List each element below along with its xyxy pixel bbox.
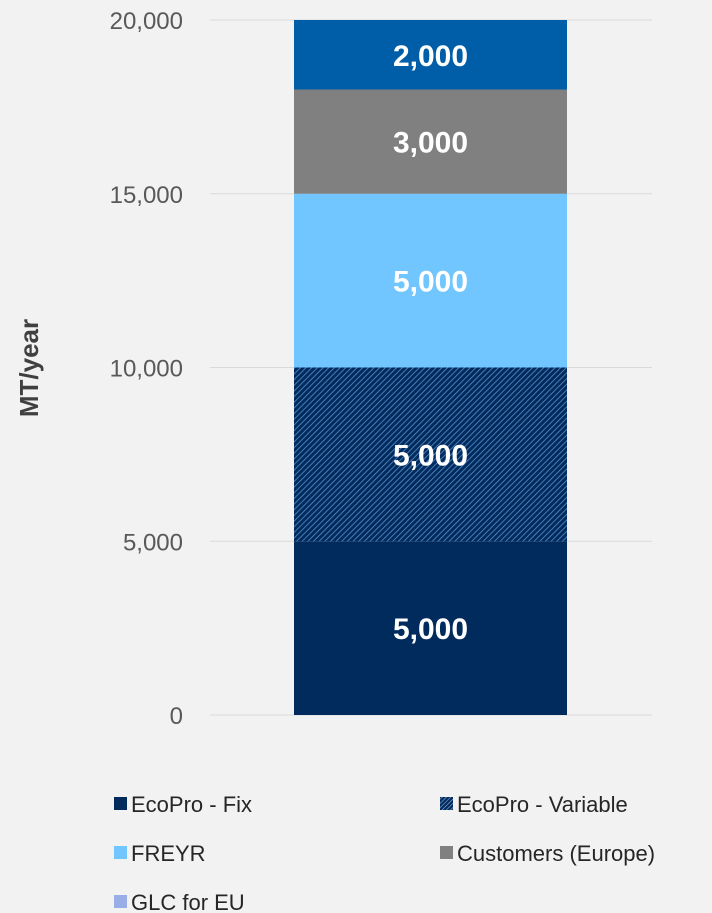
legend-swatch xyxy=(440,797,453,810)
legend-item: FREYR xyxy=(114,841,206,866)
y-tick-label: 15,000 xyxy=(110,182,183,209)
legend-label: EcoPro - Variable xyxy=(457,792,628,817)
legend-item: EcoPro - Fix xyxy=(114,792,252,817)
bar-segment xyxy=(294,367,567,542)
data-label: 3,000 xyxy=(393,127,468,160)
legend-label: EcoPro - Fix xyxy=(131,792,252,817)
y-tick-label: 5,000 xyxy=(123,529,183,556)
legend-label: GLC for EU xyxy=(131,890,245,913)
legend-item: GLC for EU xyxy=(114,890,245,913)
legend-swatch xyxy=(440,846,453,859)
legend-item: Customers (Europe) xyxy=(440,841,655,866)
data-label: 5,000 xyxy=(393,266,468,299)
bar-segment xyxy=(294,89,567,194)
legend-item: EcoPro - Variable xyxy=(440,792,628,817)
data-label: 5,000 xyxy=(393,613,468,646)
legend-swatch xyxy=(114,846,127,859)
data-label: 2,000 xyxy=(393,40,468,73)
legend-label: Customers (Europe) xyxy=(457,841,655,866)
bar-segment xyxy=(294,193,567,368)
data-label: 5,000 xyxy=(393,439,468,472)
y-tick-label: 20,000 xyxy=(110,8,183,35)
stacked-bar xyxy=(294,20,567,715)
y-axis-ticks: 0 5,000 10,000 15,000 20,000 xyxy=(110,8,183,730)
legend-swatch xyxy=(114,895,127,908)
legend-swatch xyxy=(114,797,127,810)
legend: EcoPro - Fix EcoPro - Variable FREYR Custom… xyxy=(114,792,655,913)
data-labels: 5,000 5,000 5,000 3,000 2,000 xyxy=(393,40,468,646)
y-axis-label: MT/year xyxy=(14,319,44,417)
y-tick-label: 10,000 xyxy=(110,356,183,383)
legend-label: FREYR xyxy=(131,841,206,866)
bar-segment xyxy=(294,541,567,715)
bar-segment xyxy=(294,20,567,90)
y-tick-label: 0 xyxy=(170,703,183,730)
